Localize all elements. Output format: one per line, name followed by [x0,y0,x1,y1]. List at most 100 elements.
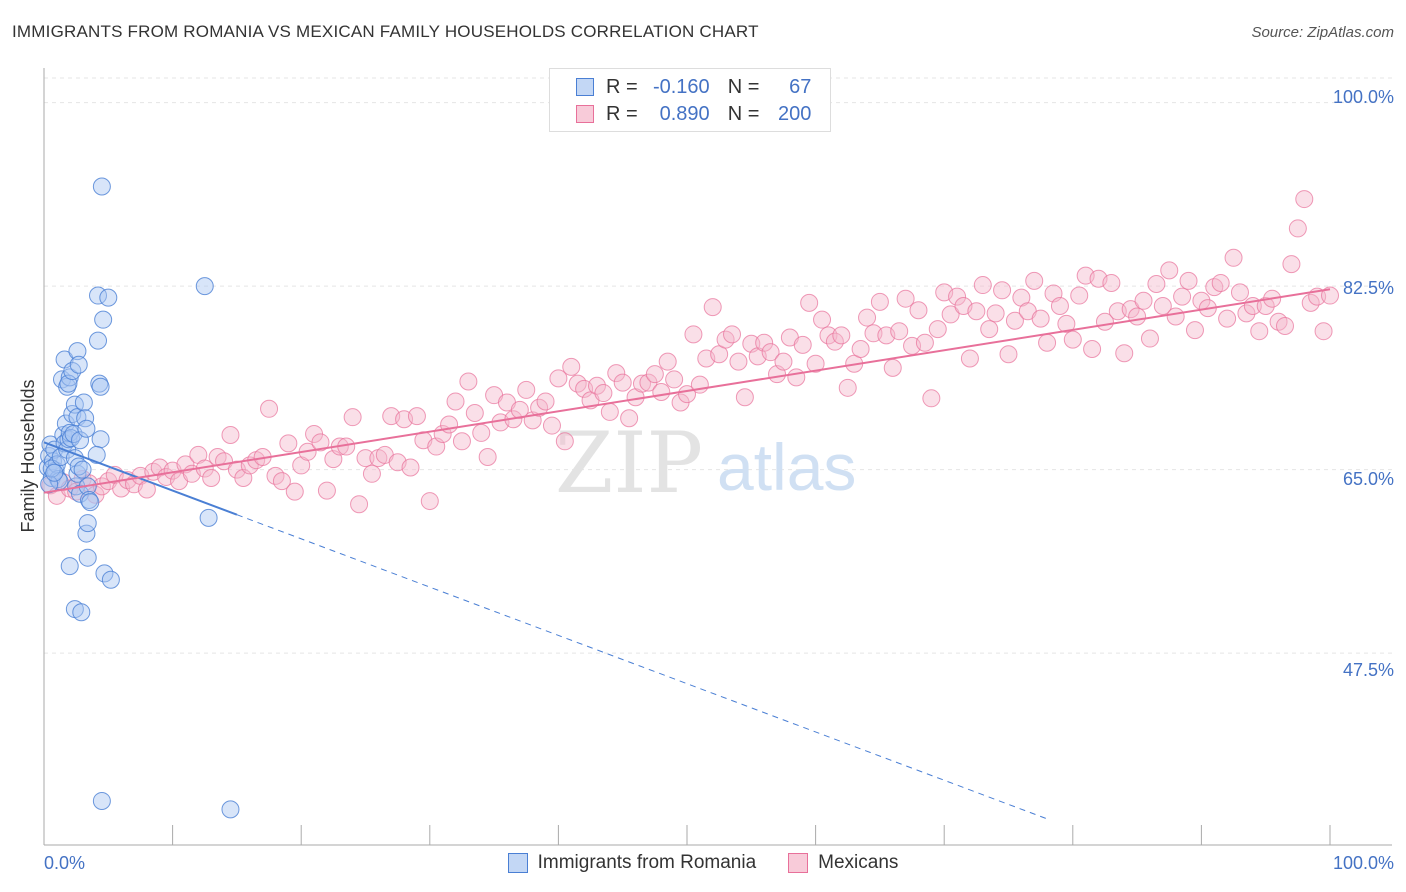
mexicans-point [1153,297,1172,316]
romania-points [38,177,240,819]
mexicans-point [1314,322,1333,341]
axes [43,68,1392,846]
romania-point [69,355,88,374]
mexicans-point [279,434,298,453]
watermark: ZIP atlas [555,414,856,512]
mexicans-point [1140,329,1159,348]
mexicans-point [1218,309,1237,328]
mexicans-point [555,432,574,451]
mexicans-point [960,349,979,368]
mexicans-point [407,407,426,426]
mexicans-point [1147,275,1166,294]
romania-point [68,342,87,361]
romania-point [91,377,110,396]
correlation-legend: R = -0.160 N = 67 R = 0.890 N = 200 [549,68,831,132]
n-label: N = [727,75,760,98]
mexicans-point [1025,271,1044,290]
romania-point [89,331,108,350]
r-label: R = [606,75,638,98]
mexicans-point [272,472,291,491]
romania-point [195,277,214,296]
mexicans-point [922,389,941,408]
romania-point [81,493,100,512]
mexicans-point [356,449,375,468]
mexicans-point [600,402,619,421]
mexicans-point [915,333,934,352]
mexicans-point [549,369,568,388]
mexicans-point [1050,297,1069,316]
mexicans-swatch [576,105,594,123]
legend-item-mexicans[interactable]: Mexicans [788,852,898,874]
mexicans-point [176,455,195,474]
mexicans-point [928,320,947,339]
mexicans-point [1038,333,1057,352]
romania-point [199,508,218,527]
chart-title: IMMIGRANTS FROM ROMANIA VS MEXICAN FAMIL… [12,22,759,41]
legend-label: Immigrants from Romania [537,852,757,873]
mexicans-point [446,392,465,411]
romania-point [87,445,106,464]
mexicans-point [870,292,889,311]
mexicans-point [420,492,439,511]
mexicans-point [729,352,748,371]
mexicans-point [472,423,491,442]
mexicans-point [459,372,478,391]
y-tick-label: 47.5% [1342,660,1394,680]
mexicans-point [999,345,1018,364]
mexicans-point [851,340,870,359]
mexicans-point [909,301,928,320]
mexicans-point [883,358,902,377]
mexicans-point [1282,255,1301,274]
y-tick-label: 65.0% [1342,469,1394,489]
mexicans-point [517,380,536,399]
mexicans-point [993,281,1012,300]
mexicans-swatch [788,853,809,873]
romania-point [77,419,96,438]
mexicans-point [1134,291,1153,310]
r-value: -0.160 [652,75,710,98]
romania-swatch [576,78,594,96]
mexicans-trend-line [43,288,1331,494]
mexicans-point [562,357,581,376]
mexicans-point [1083,340,1102,359]
mexicans-point [665,370,684,389]
mexicans-point [202,468,221,487]
mexicans-point [806,354,825,373]
series-legend: Immigrants from Romania Mexicans [0,852,1406,874]
romania-point [74,393,93,412]
romania-point [60,557,79,576]
mexicans-point [1063,330,1082,349]
mexicans-point [1295,190,1314,209]
mexicans-point [832,326,851,345]
mexicans-point [941,305,960,324]
romania-point [94,310,113,329]
mexicans-point [311,433,330,452]
romania-point [78,548,97,567]
mexicans-point [317,481,336,500]
legend-item-romania[interactable]: Immigrants from Romania [507,852,757,874]
mexicans-point [452,432,471,451]
romania-point [72,603,91,622]
mexicans-point [1179,271,1198,290]
mexicans-point [1288,219,1307,238]
romania-point [221,800,240,819]
mexicans-point [1070,286,1089,305]
romania-trend-line [43,441,238,516]
mexicans-point [896,289,915,308]
n-label: N = [727,102,760,125]
mexicans-point [536,392,555,411]
romania-swatch [507,853,528,873]
mexicans-point [1160,261,1179,280]
romania-point [90,374,109,393]
mexicans-point [620,409,639,428]
mexicans-point [1250,322,1269,341]
mexicans-point [285,482,304,501]
mexicans-point [1166,307,1185,326]
mexicans-point [787,368,806,387]
n-value: 67 [789,75,812,98]
romania-point [78,514,97,533]
mexicans-point [1275,316,1294,335]
legend-label: Mexicans [818,852,899,873]
mexicans-point [1102,273,1121,292]
mexicans-point [632,374,651,393]
